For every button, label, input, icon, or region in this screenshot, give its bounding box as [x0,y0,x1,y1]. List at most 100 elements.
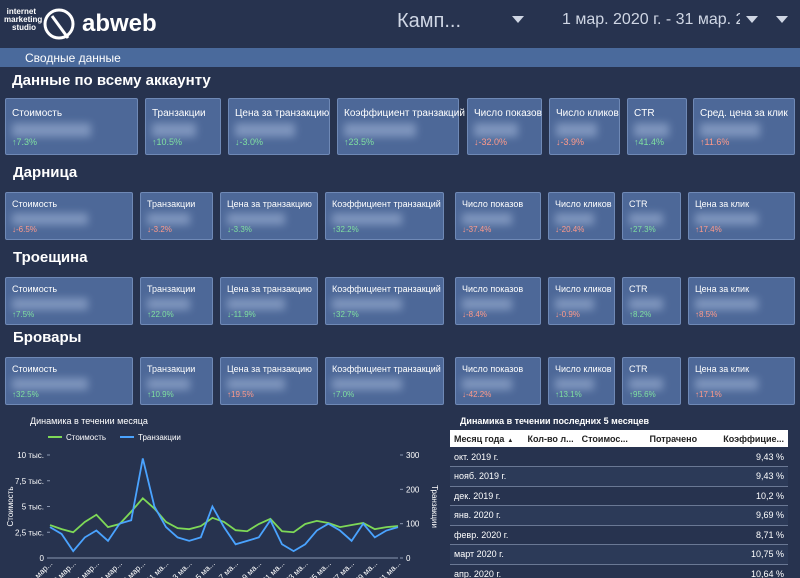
cell [522,525,578,545]
kpi-card: Транзакции 10.5% [145,98,221,155]
x-tick-label: 15 ма... [191,559,217,578]
kpi-label: CTR [634,108,655,119]
campaign-select[interactable]: Камп... [397,10,462,32]
series-line [49,458,399,553]
blur-col [548,448,576,578]
kpi-card: Стоимость -6.5% [5,192,133,240]
brand: abweb [82,10,157,37]
kpi-label: Коэффициент транзакций [344,108,465,119]
kpi-card: Число кликов -0.9% [548,277,615,325]
table-row: февр. 2020 г. 8,71 % [450,525,788,545]
cell [632,545,701,565]
kpi-delta: 19.5% [227,390,254,399]
column-header: Потрачено [632,430,701,447]
table-row: апр. 2020 г. 10,64 % [450,564,788,578]
kpi-value-blurred [555,378,594,390]
kpi-value-blurred [235,123,295,137]
kpi-value-blurred [695,213,758,225]
line-chart: Динамика в течении месяца Стоимость Транза… [6,416,439,578]
kpi-card: Число показов -32.0% [467,98,542,155]
kpi-label: Стоимость [12,284,58,294]
logo-line: studio [12,23,36,32]
kpi-value-blurred [462,378,513,390]
kpi-label: Число кликов [555,284,612,294]
cell [632,525,701,545]
table-row: март 2020 г. 10,75 % [450,544,788,565]
kpi-card: Коэффициент транзакций 23.5% [337,98,465,155]
kpi-label: CTR [629,284,648,294]
caret[interactable] [776,16,788,24]
table-row: янв. 2020 г. 9,69 % [450,505,788,526]
kpi-delta: -3.2% [147,225,172,234]
legend-label: Стоимость [66,433,106,442]
date-range[interactable]: 1 мар. 2020 г. - 31 мар. 2 [562,11,740,28]
cell [522,447,578,467]
x-tick-label: 3 мар... [52,559,78,578]
caret[interactable] [746,16,758,24]
kpi-card: Коэффициент транзакций 32.2% [325,192,444,240]
kpi-card: Цена за транзакцию -11.9% [220,277,318,325]
cell [578,447,632,467]
y-tick-label: 5 тыс. [22,503,44,512]
kpi-value-blurred [555,213,594,225]
header-row: Месяц года ▲ Кол-во л... Стоимос... Потрачен… [450,430,788,447]
kpi-card: Транзакции -3.2% [140,192,213,240]
logo: internet marketing studio abweb [4,6,164,46]
kpi-card: CTR 8.2% [622,277,681,325]
cell [522,486,578,506]
x-tick-label: 31 ма... [376,559,402,578]
y-tick-label: 7,5 тыс. [15,477,44,486]
blur-col [658,448,718,578]
chart-title: Динамика в течении месяца [30,416,148,426]
kpi-delta: 8.5% [695,310,717,319]
cell: окт. 2019 г. [454,451,499,462]
kpi-value-blurred [152,123,197,137]
kpi-delta: 8.2% [629,310,651,319]
kpi-value-blurred [332,298,403,310]
table-row: окт. 2019 г. 9,43 % [450,447,788,467]
kpi-delta: 23.5% [344,137,375,147]
y-tick-label: 2,5 тыс. [15,528,44,537]
kpi-delta: -0.9% [555,310,580,319]
kpi-label: Цена за транзакцию [227,364,312,374]
kpi-label: Число кликов [555,199,612,209]
kpi-delta: -42.2% [462,390,491,399]
kpi-card: Число кликов -3.9% [549,98,620,155]
cell [522,564,578,578]
cell [632,447,701,467]
kpi-label: Цена за транзакцию [227,284,312,294]
cell [632,506,701,526]
caret[interactable] [512,16,524,24]
kpi-label: Стоимость [12,108,63,119]
kpi-value-blurred [556,123,598,137]
x-tick-label: 17 ма... [214,559,240,578]
blur-col [610,448,638,578]
kpi-card: Цена за транзакцию -3.0% [228,98,330,155]
kpi-label: Число кликов [556,108,619,119]
kpi-value-blurred [629,298,664,310]
x-tick-label: 5 мар... [75,559,101,578]
kpi-card: Транзакции 22.0% [140,277,213,325]
y2-axis-title: Транзакции [430,485,439,528]
kpi-delta: -3.0% [235,137,264,147]
tab[interactable]: Сводные данные [25,51,121,65]
cell [578,564,632,578]
kpi-delta: 11.6% [700,137,730,147]
x-tick-label: 7 мар... [98,559,124,578]
kpi-value-blurred [634,123,669,137]
cell: дек. 2019 г. [454,490,501,501]
header-text: Стоимос... [581,433,628,444]
kpi-card: Стоимость 7.3% [5,98,138,155]
kpi-label: Число показов [462,284,524,294]
cell: 9,43 % [755,451,784,462]
kpi-label: Транзакции [147,284,196,294]
kpi-value-blurred [695,298,758,310]
kpi-delta: 7.0% [332,390,354,399]
kpi-delta: 13.1% [555,390,582,399]
section-title: Троещина [13,249,88,266]
kpi-card: Число показов -37.4% [455,192,541,240]
kpi-delta: -3.9% [556,137,585,147]
kpi-card: Коэффициент транзакций 7.0% [325,357,444,405]
y-tick-label: 0 [40,554,45,563]
kpi-label: Стоимость [12,199,58,209]
